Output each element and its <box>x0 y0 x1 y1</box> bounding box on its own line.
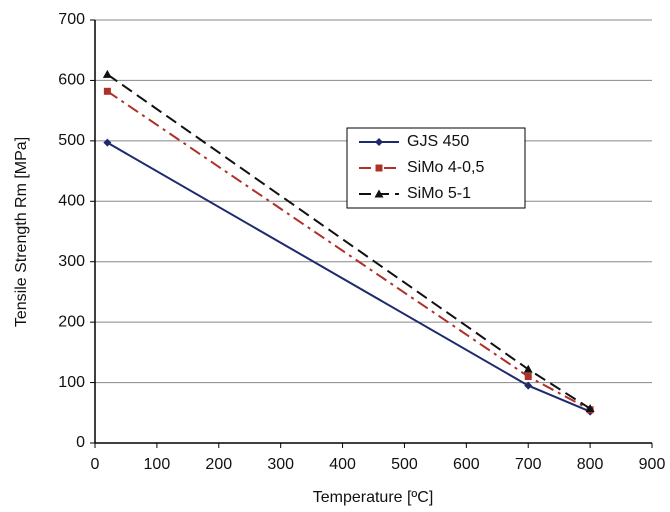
x-axis-label: Temperature [ºC] <box>313 489 434 506</box>
legend-label: SiMo 4-0,5 <box>407 159 484 176</box>
y-tick-label: 100 <box>58 374 85 391</box>
x-tick-label: 500 <box>391 456 418 473</box>
data-point <box>523 364 533 373</box>
legend-marker <box>374 189 384 198</box>
x-tick-label: 200 <box>205 456 232 473</box>
y-tick-label: 300 <box>58 253 85 270</box>
legend-marker <box>375 138 383 146</box>
x-tick-label: 700 <box>515 456 542 473</box>
data-point <box>585 404 595 413</box>
x-tick-label: 400 <box>329 456 356 473</box>
data-point <box>524 373 532 381</box>
x-tick-label: 100 <box>144 456 171 473</box>
y-axis-label: Tensile Strength Rm [MPa] <box>13 137 30 327</box>
data-point <box>102 69 112 78</box>
y-tick-label: 400 <box>58 193 85 210</box>
x-tick-label: 0 <box>91 456 100 473</box>
x-tick-label: 900 <box>639 456 666 473</box>
legend-label: GJS 450 <box>407 133 469 150</box>
x-tick-label: 600 <box>453 456 480 473</box>
y-tick-label: 500 <box>58 132 85 149</box>
data-point <box>524 381 533 390</box>
series-line <box>106 73 591 410</box>
data-point <box>103 87 111 95</box>
y-tick-label: 600 <box>58 72 85 89</box>
x-tick-label: 800 <box>577 456 604 473</box>
y-tick-label: 0 <box>76 434 85 451</box>
data-point <box>103 138 112 147</box>
legend-label: SiMo 5-1 <box>407 185 471 202</box>
y-tick-label: 700 <box>58 11 85 28</box>
legend-marker <box>375 164 383 172</box>
y-tick-label: 200 <box>58 313 85 330</box>
x-tick-label: 300 <box>267 456 294 473</box>
